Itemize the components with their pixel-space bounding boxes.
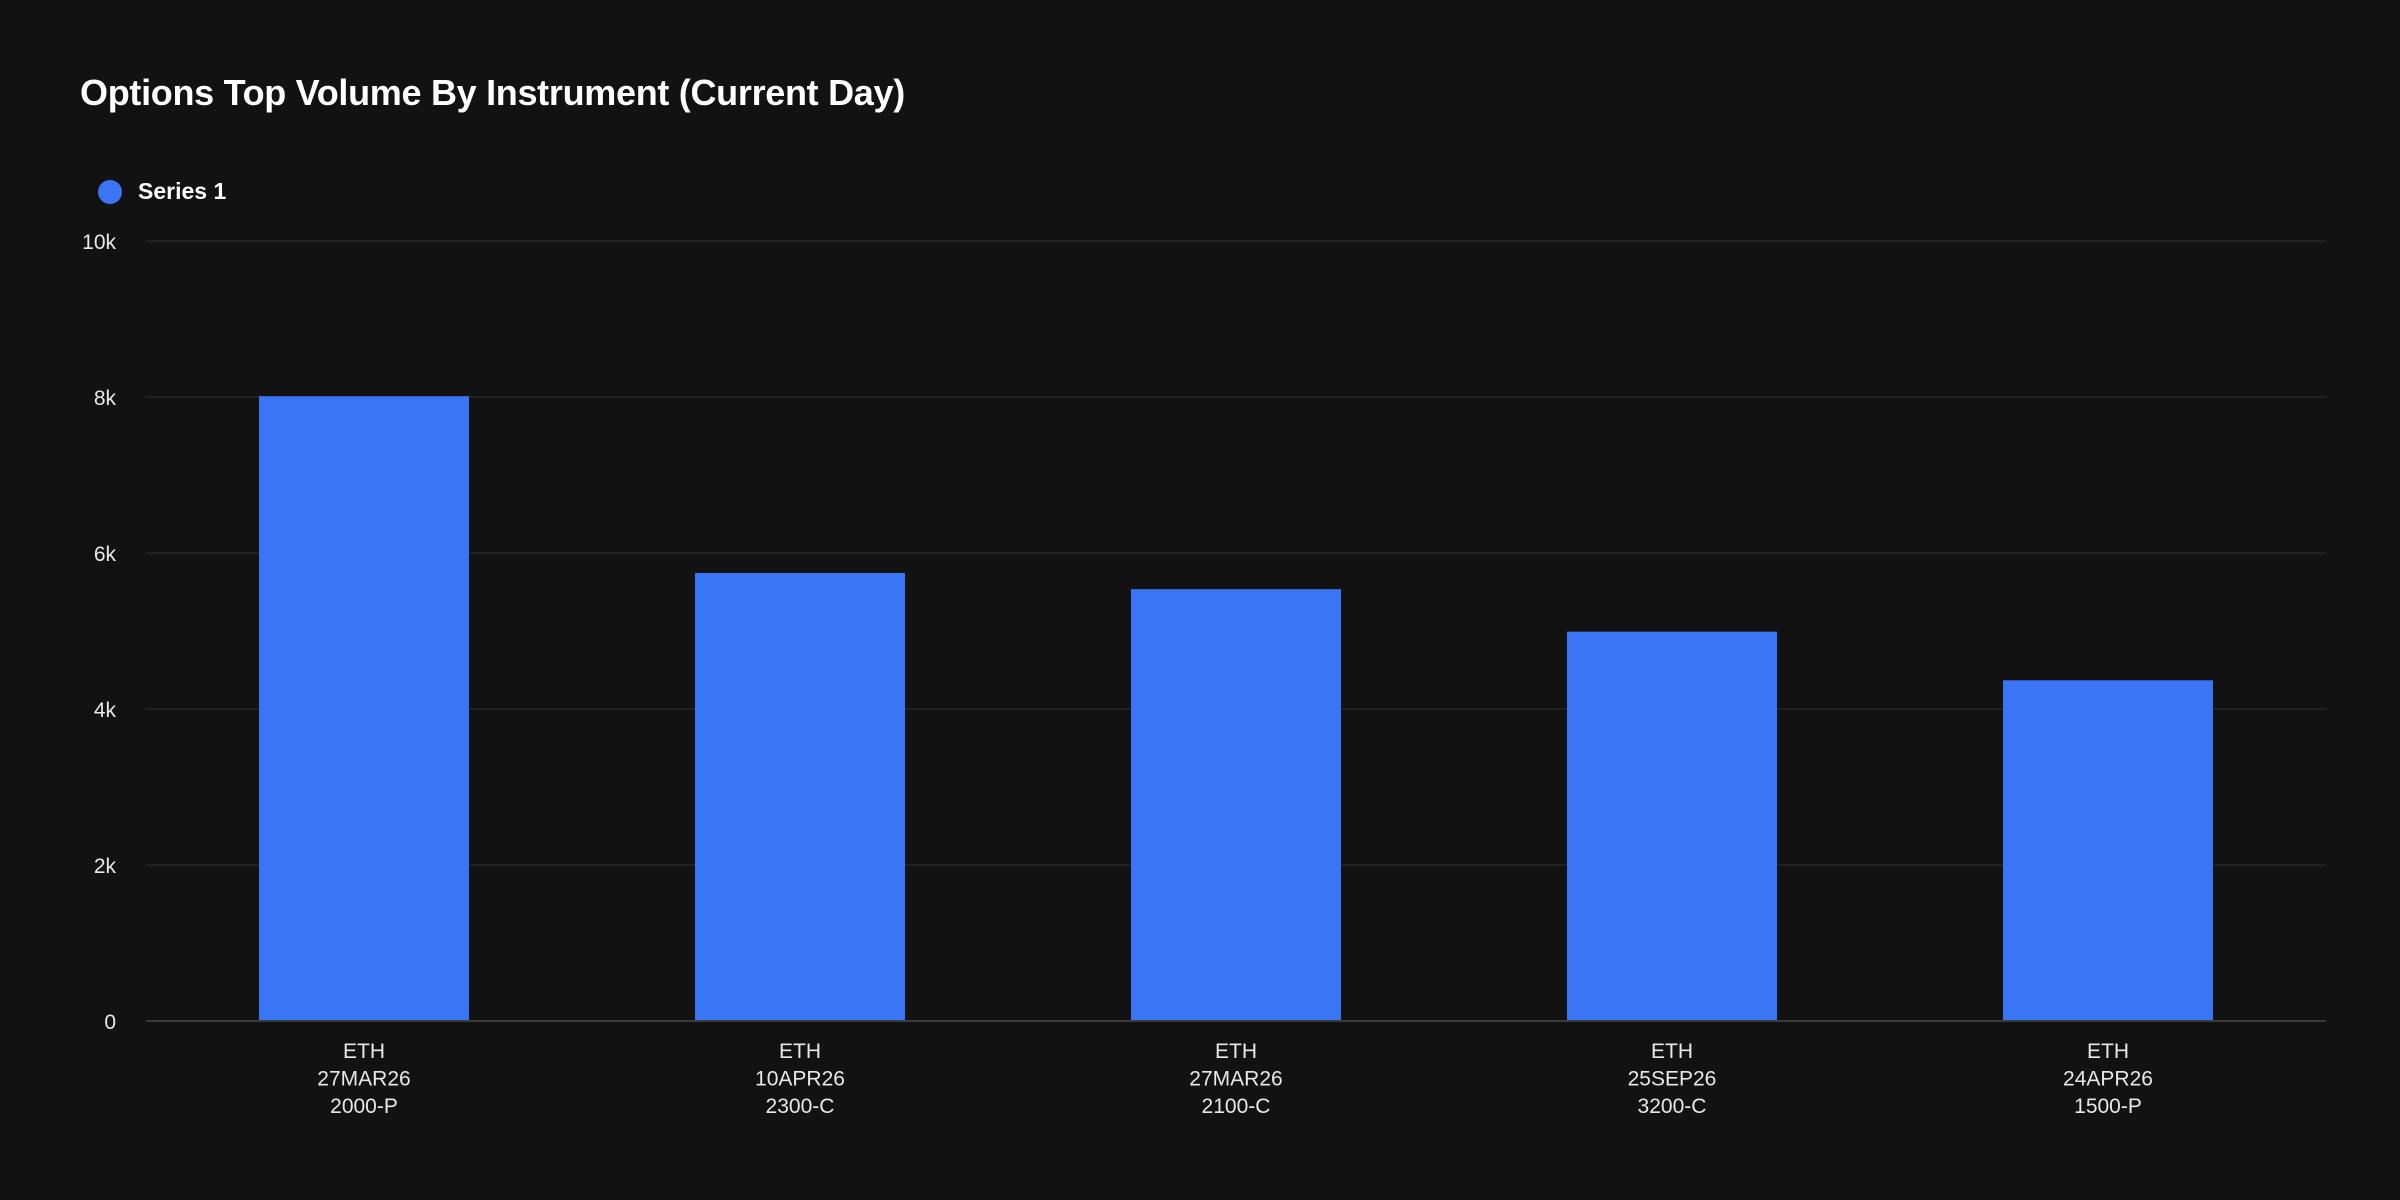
y-tick-label: 8k (94, 387, 117, 410)
x-tick-label: ETH (2087, 1040, 2129, 1063)
bar[interactable] (695, 572, 905, 1021)
x-tick-label: ETH (1651, 1040, 1693, 1063)
x-tick-label: 10APR26 (755, 1068, 845, 1091)
y-tick-label: 10k (82, 231, 116, 254)
legend-label: Series 1 (138, 178, 227, 204)
y-tick-label: 2k (94, 855, 117, 878)
x-tick-label: 25SEP26 (1628, 1068, 1717, 1091)
x-tick-label: 3200-C (1638, 1095, 1707, 1118)
x-tick-label: 27MAR26 (1189, 1068, 1282, 1091)
y-tick-label: 6k (94, 543, 117, 566)
x-tick-label: ETH (343, 1040, 385, 1063)
x-tick-label: 2100-C (1202, 1095, 1271, 1118)
x-tick-label: 2300-C (766, 1095, 835, 1118)
x-tick-label: 2000-P (330, 1095, 398, 1118)
x-tick-label: 27MAR26 (317, 1068, 410, 1091)
x-tick-label: ETH (779, 1040, 821, 1063)
bar[interactable] (1567, 631, 1777, 1021)
bar[interactable] (1131, 589, 1341, 1021)
chart-title: Options Top Volume By Instrument (Curren… (80, 72, 905, 113)
x-tick-label: 1500-P (2074, 1095, 2142, 1118)
x-tick-label: 24APR26 (2063, 1068, 2153, 1091)
legend-marker (98, 179, 122, 204)
y-tick-label: 0 (104, 1011, 116, 1034)
bar[interactable] (259, 396, 469, 1022)
x-tick-label: ETH (1215, 1040, 1257, 1063)
legend[interactable]: Series 1 (98, 178, 226, 205)
y-tick-label: 4k (94, 699, 117, 722)
bar[interactable] (2003, 680, 2213, 1021)
